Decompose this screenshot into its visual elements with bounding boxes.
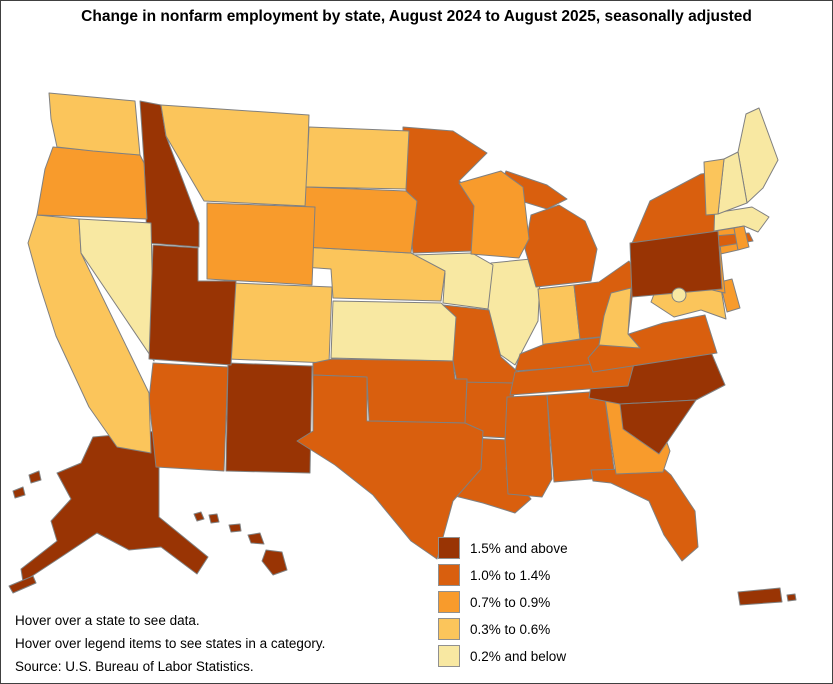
- state-mi[interactable]: Michigan — 1.0% to 1.4%: [524, 204, 598, 288]
- state-or[interactable]: Oregon — 0.7% to 0.9%: [36, 146, 148, 220]
- state-de[interactable]: Delaware — 0.7% to 0.9%: [719, 278, 741, 313]
- chart-title: Change in nonfarm employment by state, A…: [81, 8, 752, 25]
- source-note: Source: U.S. Bureau of Labor Statistics.: [15, 659, 254, 674]
- note-hover-legend: Hover over legend items to see states in…: [15, 636, 326, 651]
- legend-label-2: 0.7% to 0.9%: [470, 594, 551, 610]
- state-wa[interactable]: Washington — 0.3% to 0.6%: [48, 92, 141, 156]
- state-nd[interactable]: North Dakota — 0.3% to 0.6%: [305, 126, 410, 190]
- state-co[interactable]: Colorado — 0.3% to 0.6%: [227, 282, 333, 364]
- state-va[interactable]: Virginia — 1.0% to 1.4%: [587, 314, 718, 373]
- state-pr[interactable]: Puerto Rico — 1.5% and above: [737, 587, 783, 606]
- legend-item-2[interactable]: 0.7% to 0.9%: [438, 591, 638, 613]
- legend-swatch-0[interactable]: [438, 537, 460, 559]
- state-hi[interactable]: Hawaii — 1.5% and above: [261, 549, 288, 576]
- legend-item-4[interactable]: 0.2% and below: [438, 645, 638, 667]
- state-wv[interactable]: West Virginia — 0.3% to 0.6%: [598, 287, 641, 349]
- state-pa[interactable]: Pennsylvania — 1.5% and above: [629, 230, 723, 298]
- legend-item-3[interactable]: 0.3% to 0.6%: [438, 618, 638, 640]
- legend-label-4: 0.2% and below: [470, 648, 567, 664]
- state-wy[interactable]: Wyoming — 0.7% to 0.9%: [206, 202, 316, 286]
- state-hi[interactable]: Hawaii — 1.5% and above: [193, 511, 205, 522]
- state-sc[interactable]: South Carolina — 1.5% and above: [619, 399, 697, 455]
- state-ak[interactable]: Alaska — 1.5% and above: [8, 575, 37, 594]
- legend-swatch-3[interactable]: [438, 618, 460, 640]
- state-mt[interactable]: Montana — 0.3% to 0.6%: [160, 104, 310, 207]
- legend-swatch-1[interactable]: [438, 564, 460, 586]
- legend-swatch-4[interactable]: [438, 645, 460, 667]
- state-vt[interactable]: Vermont — 0.3% to 0.6%: [703, 158, 725, 216]
- state-sd[interactable]: South Dakota — 0.7% to 0.9%: [302, 186, 418, 254]
- state-ny[interactable]: New York — 1.0% to 1.4%: [631, 171, 717, 244]
- state-dc[interactable]: District of Columbia — 0.2% and below: [671, 287, 687, 303]
- state-ri[interactable]: Rhode Island — 0.7% to 0.9%: [733, 225, 750, 251]
- state-ak[interactable]: Alaska — 1.5% and above: [12, 486, 26, 499]
- state-hi[interactable]: Hawaii — 1.5% and above: [208, 513, 220, 524]
- state-wi[interactable]: Wisconsin — 0.7% to 0.9%: [458, 170, 530, 259]
- legend-item-1[interactable]: 1.0% to 1.4%: [438, 564, 638, 586]
- legend-label-1: 1.0% to 1.4%: [470, 567, 551, 583]
- state-az[interactable]: Arizona — 1.0% to 1.4%: [148, 362, 229, 472]
- legend-swatch-2[interactable]: [438, 591, 460, 613]
- state-hi[interactable]: Hawaii — 1.5% and above: [247, 532, 265, 545]
- state-hi[interactable]: Hawaii — 1.5% and above: [228, 523, 242, 533]
- state-ak[interactable]: Alaska — 1.5% and above: [28, 470, 42, 484]
- state-ks[interactable]: Kansas — 0.2% and below: [330, 300, 458, 362]
- state-nm[interactable]: New Mexico — 1.5% and above: [225, 362, 313, 474]
- state-pr[interactable]: Puerto Rico — 1.5% and above: [786, 593, 797, 602]
- note-hover-state: Hover over a state to see data.: [15, 613, 200, 628]
- legend-label-3: 0.3% to 0.6%: [470, 621, 551, 637]
- legend-label-0: 1.5% and above: [470, 540, 568, 556]
- state-in[interactable]: Indiana — 0.3% to 0.6%: [537, 284, 581, 346]
- state-ms[interactable]: Mississippi — 1.0% to 1.4%: [504, 394, 553, 498]
- state-al[interactable]: Alabama — 1.0% to 1.4%: [546, 390, 616, 483]
- legend-item-0[interactable]: 1.5% and above: [438, 537, 638, 559]
- legend: 1.5% and above 1.0% to 1.4% 0.7% to 0.9% 0.…: [438, 537, 638, 672]
- state-ak[interactable]: Alaska — 1.5% and above: [20, 430, 209, 583]
- state-nv[interactable]: Nevada — 0.2% and below: [78, 218, 155, 362]
- state-fl[interactable]: Florida — 1.0% to 1.4%: [590, 467, 699, 562]
- state-tx[interactable]: Texas — 1.0% to 1.4%: [296, 374, 484, 560]
- footer-notes: Hover over a state to see data. Hover ov…: [15, 609, 325, 678]
